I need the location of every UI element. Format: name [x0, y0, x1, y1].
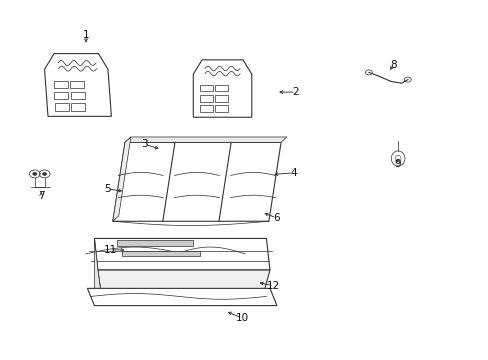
Text: 6: 6: [272, 213, 279, 222]
Text: 10: 10: [235, 313, 248, 323]
Polygon shape: [113, 142, 281, 221]
Polygon shape: [94, 238, 269, 270]
Polygon shape: [117, 240, 192, 246]
Polygon shape: [113, 137, 131, 221]
Circle shape: [132, 149, 152, 164]
Circle shape: [244, 149, 264, 164]
Text: 3: 3: [141, 139, 147, 149]
Polygon shape: [193, 60, 251, 117]
Polygon shape: [44, 54, 111, 116]
Text: 8: 8: [389, 60, 396, 70]
Polygon shape: [98, 270, 269, 296]
Circle shape: [195, 243, 211, 255]
Text: 9: 9: [394, 159, 401, 169]
Circle shape: [33, 172, 37, 175]
Text: 12: 12: [266, 281, 280, 291]
Circle shape: [200, 246, 206, 251]
Polygon shape: [87, 288, 276, 306]
Circle shape: [188, 149, 208, 164]
Polygon shape: [94, 238, 101, 296]
Text: 7: 7: [38, 191, 44, 201]
Polygon shape: [122, 251, 199, 256]
Text: 5: 5: [104, 184, 111, 194]
Text: 2: 2: [292, 87, 298, 97]
Polygon shape: [125, 137, 286, 142]
Circle shape: [192, 153, 203, 161]
Text: 11: 11: [103, 245, 117, 255]
Text: 4: 4: [289, 168, 296, 178]
Circle shape: [42, 172, 47, 175]
Text: 1: 1: [82, 30, 89, 40]
Circle shape: [136, 153, 147, 161]
Circle shape: [248, 153, 259, 161]
